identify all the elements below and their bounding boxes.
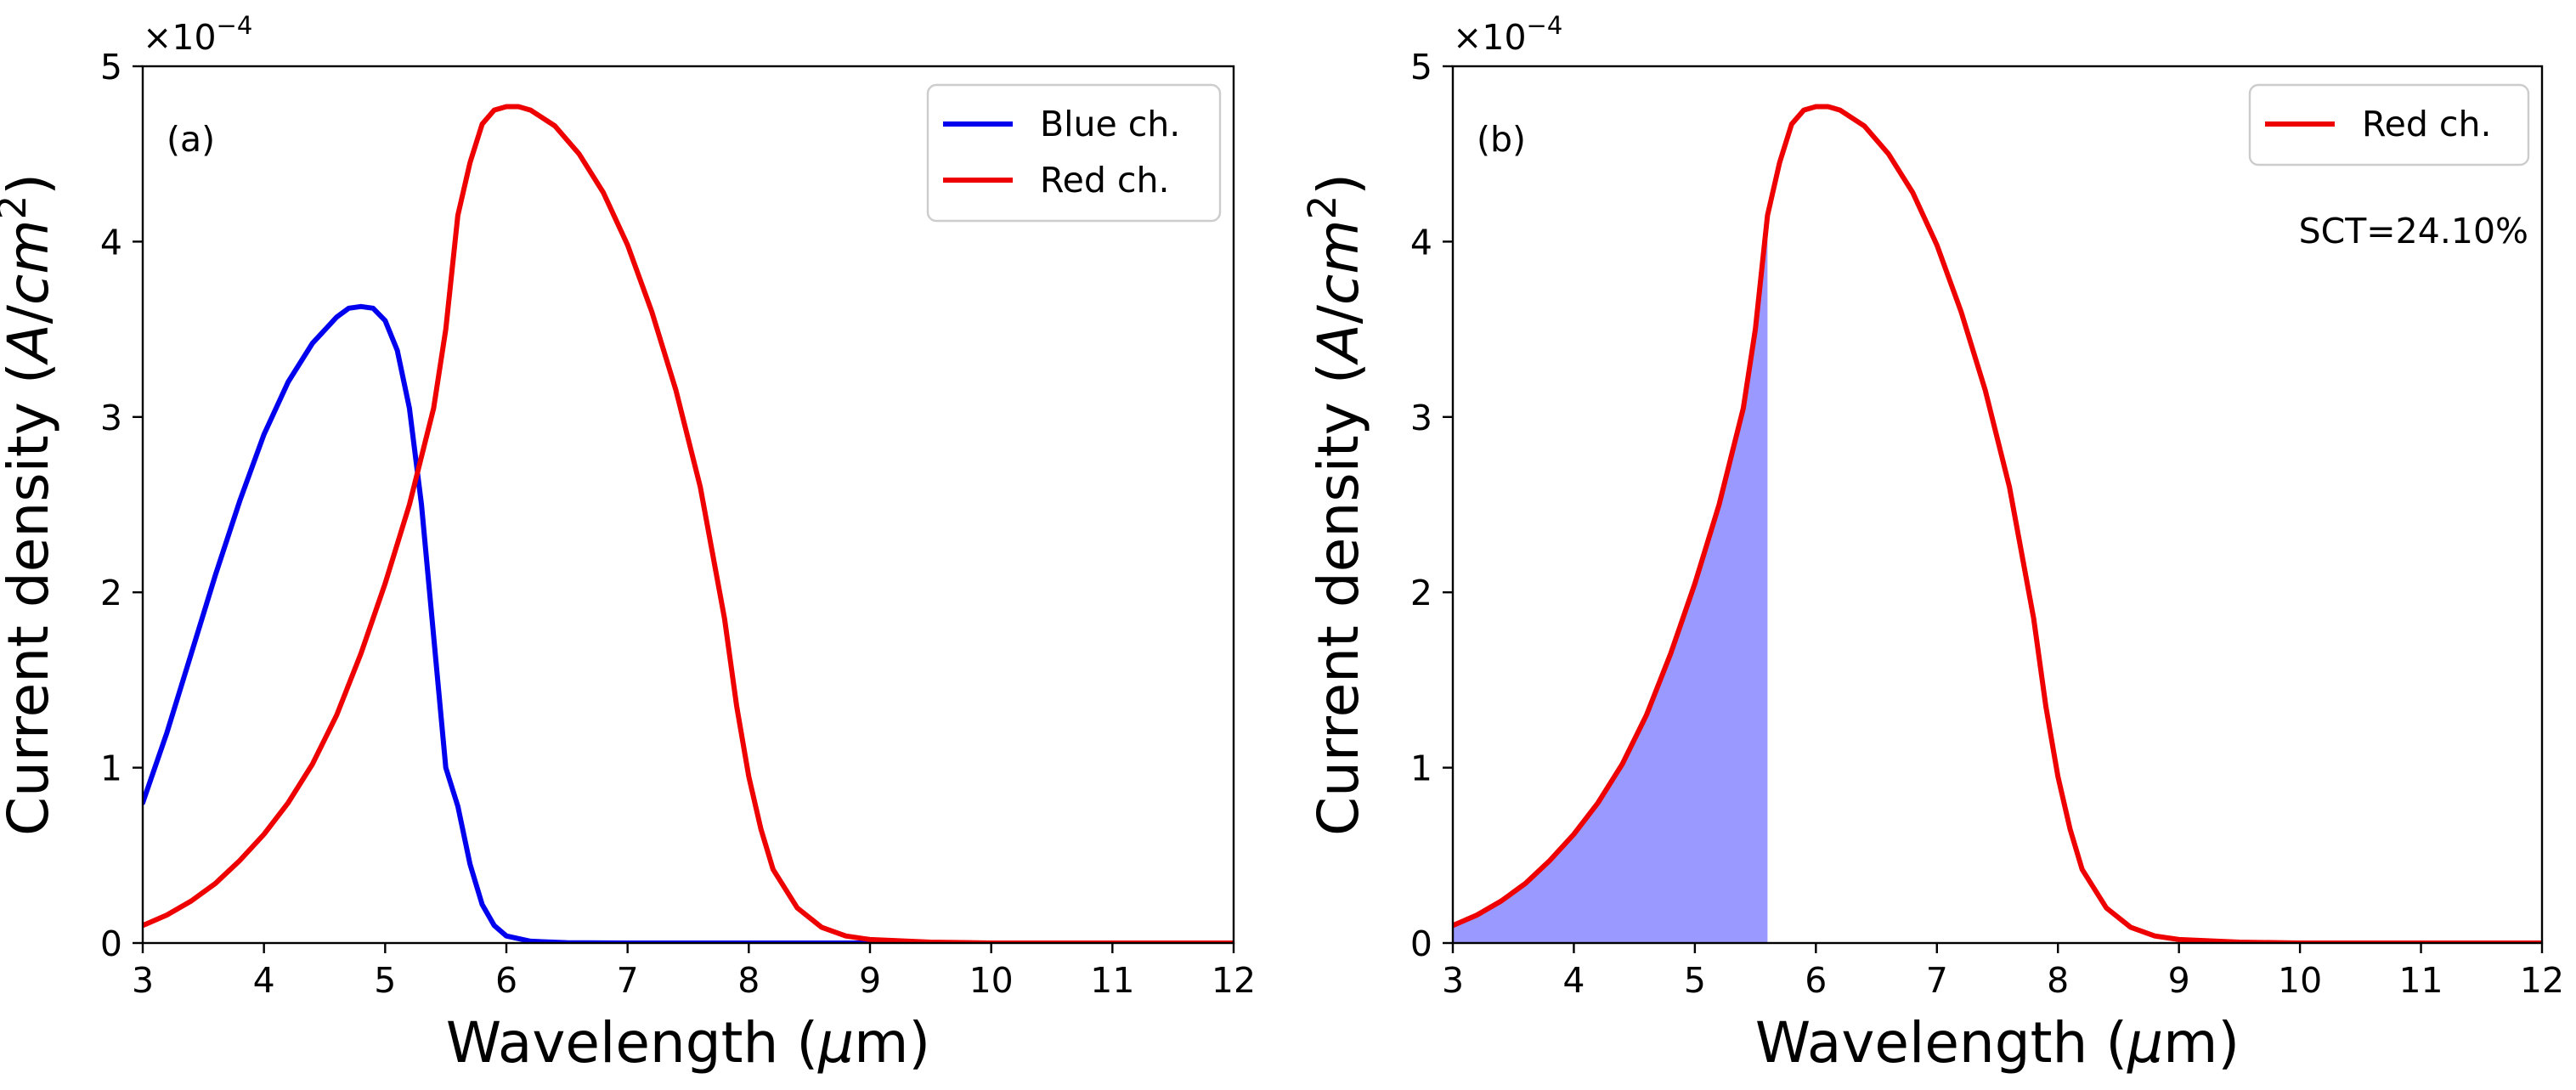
x-tick-label: 8 — [2047, 960, 2069, 1001]
x-tick-label: 7 — [1926, 960, 1948, 1001]
y-tick-label: 4 — [100, 222, 122, 263]
y-tick-label: 2 — [100, 573, 122, 613]
x-tick-label: 4 — [253, 960, 275, 1001]
x-tick-label: 9 — [859, 960, 881, 1001]
x-tick-label: 10 — [2278, 960, 2322, 1001]
legend: Red ch. — [2248, 83, 2530, 167]
x-tick-label: 12 — [2520, 960, 2564, 1001]
shaded-area — [1453, 215, 1768, 943]
y-tick-label: 1 — [100, 748, 122, 789]
y-tick-label: 0 — [100, 923, 122, 964]
legend-box — [926, 83, 1222, 223]
y-tick-label: 3 — [1410, 398, 1432, 438]
x-tick-label: 4 — [1562, 960, 1585, 1001]
series-line-red-ch — [143, 104, 1234, 943]
x-axis-title: Wavelength (μm) — [446, 1010, 930, 1076]
x-tick-label: 5 — [374, 960, 396, 1001]
y-axis-title: Current density (A/cm2) — [0, 173, 61, 836]
y-axis-title: Current density (A/cm2) — [1300, 173, 1371, 836]
x-tick-label: 5 — [1684, 960, 1706, 1001]
y-offset-label: ×10−4 — [1453, 11, 1562, 58]
y-tick-label: 5 — [1410, 47, 1432, 88]
x-tick-label: 12 — [1212, 960, 1256, 1001]
series-line-blue-ch — [143, 303, 1234, 943]
x-tick-label: 9 — [2168, 960, 2190, 1001]
x-tick-label: 11 — [1090, 960, 1134, 1001]
y-tick-label: 0 — [1410, 923, 1432, 964]
plot-area — [143, 104, 1234, 943]
y-tick-label: 1 — [1410, 748, 1432, 789]
x-tick-label: 11 — [2398, 960, 2443, 1001]
series-line-red-ch — [1453, 104, 2542, 943]
legend-box — [2248, 83, 2530, 167]
y-tick-label: 2 — [1410, 573, 1432, 613]
sct-annotation: SCT=24.10% — [2299, 211, 2528, 251]
panel-label: (a) — [167, 119, 215, 160]
axes-frame — [141, 65, 1235, 945]
legend-entry-label: Red ch. — [1040, 160, 1170, 200]
x-tick-label: 3 — [132, 960, 154, 1001]
x-tick-label: 10 — [969, 960, 1014, 1001]
legend-entry-label: Blue ch. — [1040, 104, 1180, 144]
x-tick-label: 6 — [495, 960, 517, 1001]
x-tick-label: 3 — [1442, 960, 1464, 1001]
y-offset-base: ×10 — [143, 17, 217, 58]
y-tick-label: 5 — [100, 47, 122, 88]
panel-label: (b) — [1477, 119, 1526, 160]
legend: Blue ch. Red ch. — [926, 83, 1222, 223]
y-offset-base: ×10 — [1453, 17, 1527, 58]
x-tick-label: 8 — [737, 960, 760, 1001]
x-tick-label: 6 — [1805, 960, 1827, 1001]
plot-area — [1453, 104, 2542, 943]
axes-frame — [1451, 65, 2544, 945]
y-offset-exponent: −4 — [217, 11, 253, 40]
y-offset-exponent: −4 — [1527, 11, 1563, 40]
y-tick-label: 4 — [1410, 222, 1432, 263]
x-axis-title: Wavelength (μm) — [1755, 1010, 2240, 1076]
y-offset-label: ×10−4 — [143, 11, 252, 58]
legend-entry-label: Red ch. — [2362, 104, 2492, 144]
y-tick-label: 3 — [100, 398, 122, 438]
x-tick-label: 7 — [617, 960, 639, 1001]
